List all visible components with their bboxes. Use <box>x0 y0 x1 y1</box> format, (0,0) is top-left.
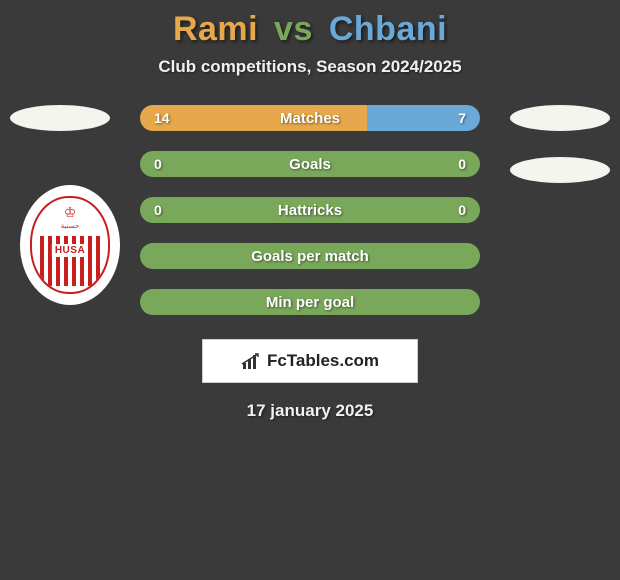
comparison-card: Rami vs Chbani Club competitions, Season… <box>0 0 620 421</box>
stat-label: Min per goal <box>266 294 354 311</box>
player2-name: Chbani <box>329 10 447 48</box>
stat-row-matches: 14 Matches 7 <box>140 105 480 131</box>
brand-text: FcTables.com <box>267 351 379 371</box>
stat-row-hattricks: 0 Hattricks 0 <box>140 197 480 223</box>
stat-label: Hattricks <box>278 202 342 219</box>
stat-label: Matches <box>280 110 340 127</box>
bar-chart-icon <box>241 353 261 369</box>
player2-club-placeholder <box>510 157 610 183</box>
brand-box[interactable]: FcTables.com <box>202 339 418 383</box>
player1-name: Rami <box>173 10 258 48</box>
stat-value-right: 7 <box>458 110 466 126</box>
stat-value-left: 0 <box>154 202 162 218</box>
stat-value-right: 0 <box>458 202 466 218</box>
stat-row-min-per-goal: Min per goal <box>140 289 480 315</box>
club-logo-text: HUSA <box>52 244 88 257</box>
stat-label: Goals <box>289 156 331 173</box>
stat-value-right: 0 <box>458 156 466 172</box>
stats-area: ♔ ﺣﺴﻨﻴﺔ HUSA 14 Matches 7 <box>0 105 620 421</box>
subtitle: Club competitions, Season 2024/2025 <box>0 57 620 77</box>
club-logo-arabic: ﺣﺴﻨﻴﺔ <box>61 222 80 230</box>
vs-text: vs <box>274 10 313 48</box>
player1-avatar-placeholder <box>10 105 110 131</box>
club-logo-inner: ♔ ﺣﺴﻨﻴﺔ HUSA <box>30 196 110 294</box>
stat-value-left: 14 <box>154 110 170 126</box>
club-logo-shape: ♔ ﺣﺴﻨﻴﺔ HUSA <box>20 185 120 305</box>
stat-row-goals: 0 Goals 0 <box>140 151 480 177</box>
stat-value-left: 0 <box>154 156 162 172</box>
date-line: 17 january 2025 <box>0 401 620 421</box>
stat-row-goals-per-match: Goals per match <box>140 243 480 269</box>
stat-label: Goals per match <box>251 248 369 265</box>
player2-avatar-placeholder <box>510 105 610 131</box>
page-title: Rami vs Chbani <box>0 10 620 49</box>
stat-rows: 14 Matches 7 0 Goals 0 0 Hattricks 0 Goa… <box>140 105 480 315</box>
crown-icon: ♔ <box>64 204 77 221</box>
player1-club-logo: ♔ ﺣﺴﻨﻴﺔ HUSA <box>20 185 120 305</box>
